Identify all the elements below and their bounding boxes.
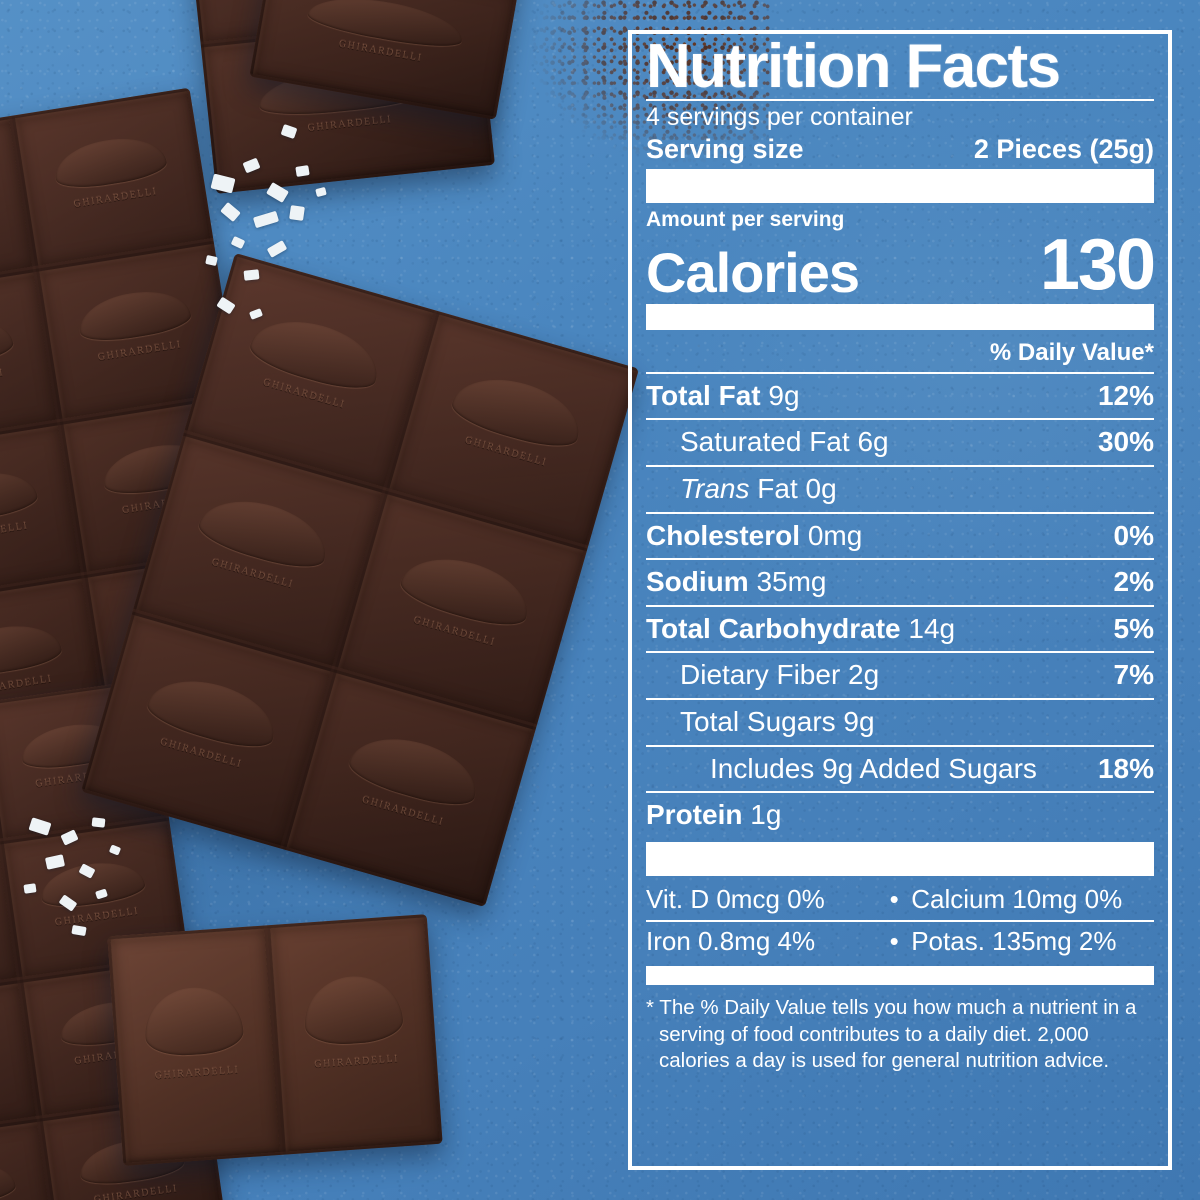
nutrient-label: Total Sugars [680,706,836,738]
micronutrient-row: Vit. D 0mcg 0% • Calcium 10mg 0% [646,880,1154,920]
nutrient-name: Total Fat 9g [646,377,800,416]
salt-flake [23,883,37,894]
nutrient-label: Total Carbohydrate [646,612,901,644]
chocolate-square [11,87,214,269]
nutrition-facts-panel: Nutrition Facts 4 servings per container… [628,30,1172,1170]
nutrient-label: Protein [646,799,743,831]
thick-divider-top [646,169,1154,204]
nutrient-name: Total Carbohydrate 14g [646,610,955,649]
micronutrient-right: Calcium 10mg 0% [911,883,1123,914]
calories-label: Calories [646,241,860,305]
nutrient-name: Trans Fat 0g [680,470,837,509]
micronutrient-left: Iron 0.8mg 4% [646,925,816,956]
daily-value-header: % Daily Value* [989,338,1154,366]
nutrient-amount: 0mg [807,519,863,551]
salt-flake [91,817,106,828]
medium-divider-calories [646,303,1154,330]
nutrient-row: Protein 1g [646,791,1154,838]
nutrient-label: Includes 9g Added Sugars [710,752,1037,784]
nutrient-amount: 9g [843,706,875,738]
thick-divider-micronutrients [646,841,1154,876]
nutrient-row: Sodium 35mg 2% [646,558,1154,605]
nutrient-label: Cholesterol [646,519,801,551]
nutrient-daily-value: 2% [1113,566,1154,598]
nutrient-amount: 9g [768,379,800,411]
nutrient-name: Protein 1g [646,796,781,835]
nutrient-amount: 14g [908,612,956,644]
servings-per-container: 4 servings per container [646,103,913,132]
amount-per-serving-label: Amount per serving [646,208,845,232]
nutrient-label: Trans [680,472,750,504]
nutrient-row: Total Sugars 9g [646,698,1154,745]
nutrient-name: Dietary Fiber 2g [680,656,879,695]
nutrient-amount: 1g [750,799,782,831]
micronutrient-left: Vit. D 0mcg 0% [646,883,825,914]
nutrient-daily-value: 5% [1113,612,1154,644]
nutrient-row: Cholesterol 0mg 0% [646,511,1154,559]
nutrient-row: Includes 9g Added Sugars 18% [646,744,1154,792]
serving-size-label: Serving size [646,133,804,164]
nutrient-name: Total Sugars 9g [680,703,875,742]
nutrient-daily-value: 0% [1113,519,1154,551]
salt-flake [295,165,310,177]
nutrient-name: Sodium 35mg [646,563,827,602]
page-title: Nutrition Facts [646,32,1061,101]
nutrient-daily-value: 12% [1097,379,1154,411]
nutrient-row: Total Fat 9g 12% [646,371,1154,419]
nutrient-amount: 6g [857,426,889,458]
nutrient-amount: Fat 0g [757,472,837,504]
bullet-separator-icon: • [889,883,899,914]
salt-flake [289,205,305,221]
nutrient-row: Total Carbohydrate 14g 5% [646,604,1154,652]
nutrient-row: Dietary Fiber 2g 7% [646,651,1154,698]
nutrient-daily-value: 18% [1097,752,1154,784]
serving-size-row: Serving size 2 Pieces (25g) [646,133,1154,165]
nutrient-amount: 35mg [756,566,827,598]
micronutrient-list: Vit. D 0mcg 0% • Calcium 10mg 0% Iron 0.8mg… [646,880,1154,962]
serving-size-value: 2 Pieces (25g) [973,133,1154,164]
nutrient-name: Saturated Fat 6g [680,423,889,462]
nutrient-daily-value: 30% [1097,426,1154,458]
chocolate-square [107,925,284,1166]
nutrient-label: Saturated Fat [680,426,850,458]
nutrient-name: Includes 9g Added Sugars [710,750,1037,789]
calories-value: 130 [1039,225,1156,306]
salt-flake [243,269,260,281]
bullet-separator-icon: • [889,925,899,956]
title-divider [646,99,1154,102]
chocolate-square [266,914,443,1155]
nutrient-daily-value: 7% [1113,659,1154,691]
micronutrient-right: Potas. 135mg 2% [911,925,1117,956]
nutrient-list: Total Fat 9g 12% Saturated Fat 6g 30% Trans … [646,371,1154,838]
daily-value-footnote: * The % Daily Value tells you how much a… [646,996,1137,1072]
micronutrient-row: Iron 0.8mg 4% • Potas. 135mg 2% [646,919,1154,962]
nutrient-amount: 2g [848,659,880,691]
medium-divider-footnote [646,966,1154,986]
nutrient-row: Saturated Fat 6g 30% [646,418,1154,465]
chocolate-bar-bottom [107,914,443,1166]
nutrient-label: Sodium [646,566,749,598]
nutrient-label: Total Fat [646,379,761,411]
nutrient-label: Dietary Fiber [680,659,841,691]
nutrient-row: Trans Fat 0g [646,464,1154,512]
calories-row: Calories 130 [646,225,1156,306]
nutrient-name: Cholesterol 0mg [646,517,862,556]
